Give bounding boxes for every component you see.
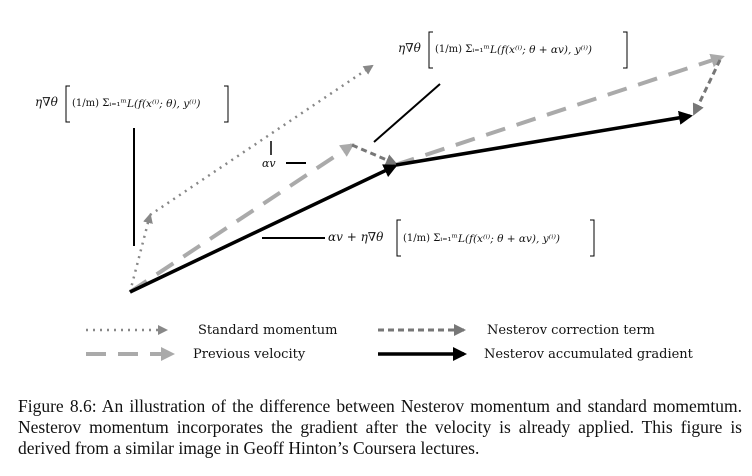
legend-item-previous-velocity: Previous velocity: [86, 347, 306, 362]
standard-gradient-right-bracket: [224, 85, 229, 123]
combined-update-label: αv + η∇θ (1/m) Σᵢ₌₁ᵐ L(f(x⁽ⁱ⁾; θ + αv), …: [328, 219, 595, 257]
legend-previous-velocity-label: Previous velocity: [193, 347, 306, 362]
nesterov-correction-arrow-1: [351, 143, 398, 166]
standard-gradient-label: η∇θ (1/m) Σᵢ₌₁ᵐ L(f(x⁽ⁱ⁾; θ), y⁽ⁱ⁾): [35, 85, 229, 123]
standard-gradient-prefix: η∇θ: [35, 95, 59, 109]
nesterov-gradient-label: η∇θ (1/m) Σᵢ₌₁ᵐ L(f(x⁽ⁱ⁾; θ + αv), y⁽ⁱ⁾): [398, 31, 628, 69]
combined-sum: (1/m) Σᵢ₌₁ᵐ: [403, 233, 458, 244]
legend-standard-momentum-label: Standard momentum: [198, 323, 337, 338]
previous-velocity-arrow-1: [128, 143, 355, 294]
nesterov-gradient-left-bracket: [428, 31, 433, 69]
nesterov-gradient-leader-line: [373, 83, 441, 143]
nesterov-gradient-term: L(f(x⁽ⁱ⁾; θ + αv), y⁽ⁱ⁾): [489, 44, 592, 56]
nesterov-accumulated-arrow-1: [129, 164, 398, 294]
combined-right-bracket: [590, 219, 595, 257]
combined-prefix: αv + η∇θ: [328, 230, 384, 244]
standard-momentum-gradient-arrow: [149, 64, 374, 217]
standard-gradient-sum: (1/m) Σᵢ₌₁ᵐ: [72, 98, 127, 109]
standard-gradient-term: L(f(x⁽ⁱ⁾; θ), y⁽ⁱ⁾): [126, 98, 201, 110]
nesterov-accumulated-arrow-2: [395, 110, 693, 167]
nesterov-gradient-right-bracket: [623, 31, 628, 69]
figure-caption: Figure 8.6: An illustration of the diffe…: [18, 396, 742, 458]
legend-nesterov-correction-label: Nesterov correction term: [487, 323, 655, 338]
legend: Standard momentum Previous velocity Nest…: [86, 323, 694, 362]
nesterov-gradient-sum: (1/m) Σᵢ₌₁ᵐ: [435, 44, 490, 55]
previous-velocity-arrow-2: [394, 53, 725, 167]
alpha-v-label: αv: [262, 157, 276, 170]
legend-nesterov-accumulated-label: Nesterov accumulated gradient: [484, 347, 694, 362]
standard-gradient-left-bracket: [65, 85, 70, 123]
legend-item-nesterov-correction: Nesterov correction term: [378, 323, 655, 338]
legend-item-standard-momentum: Standard momentum: [86, 323, 337, 338]
legend-item-nesterov-accumulated: Nesterov accumulated gradient: [378, 347, 694, 362]
nesterov-correction-arrow-2: [692, 59, 722, 116]
combined-term: L(f(x⁽ⁱ⁾; θ + αv), y⁽ⁱ⁾): [457, 233, 560, 245]
combined-left-bracket: [396, 219, 401, 257]
nesterov-gradient-prefix: η∇θ: [398, 41, 422, 55]
